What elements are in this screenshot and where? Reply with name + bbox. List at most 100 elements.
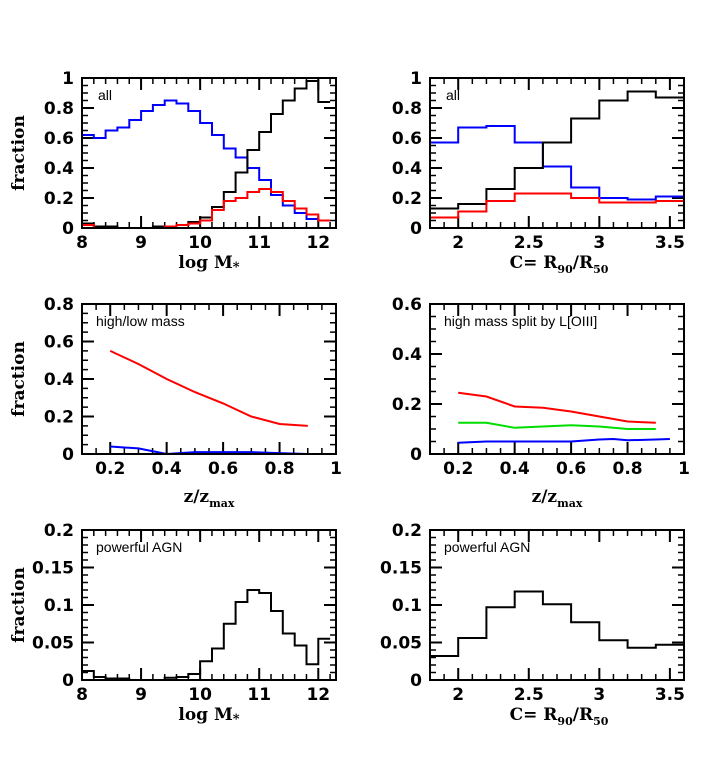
y-axis-label: fraction [9, 341, 29, 417]
x-tick-label: 10 [188, 685, 212, 705]
x-axis-label: z/zmax [184, 487, 235, 510]
y-tick-label: 0.05 [32, 634, 74, 654]
panel-bottom-right: 2 2.5 3 3.5 0 0.05 0.1 0.15 0.2 powerful AGN C= R9… [380, 521, 685, 728]
axes-frame [81, 77, 337, 229]
series-black [430, 590, 684, 657]
x-tick-label: 3.5 [655, 233, 685, 253]
x-tick-label: 3 [593, 233, 605, 253]
series-group [430, 90, 684, 219]
x-axis-label: C= R90/R50 [510, 705, 609, 728]
x-tick-label: 8 [76, 233, 88, 253]
series-blue [458, 437, 670, 444]
x-tick-label: 0.6 [556, 459, 586, 479]
panel-annotation: all [98, 87, 112, 103]
major-ticks [81, 77, 336, 229]
y-tick-label: 0.15 [32, 559, 74, 579]
x-tick-label: 12 [306, 685, 330, 705]
y-tick-label: 0 [62, 219, 74, 239]
y-tick-label: 1 [62, 69, 74, 89]
x-tick-label: 3.5 [655, 685, 685, 705]
y-tick-label: 0.15 [380, 559, 422, 579]
axes-frame [81, 529, 337, 681]
y-tick-label: 0.2 [392, 189, 422, 209]
x-tick-label: 2 [452, 233, 464, 253]
series-red [458, 391, 656, 424]
y-tick-label: 0.05 [380, 634, 422, 654]
y-tick-label: 0.6 [44, 129, 74, 149]
series-group [82, 589, 331, 680]
x-tick-label: 9 [135, 685, 147, 705]
x-tick-label: 8 [76, 685, 88, 705]
series-green [458, 421, 656, 430]
y-axis-label: fraction [9, 567, 29, 643]
y-tick-label: 0 [62, 671, 74, 691]
major-ticks [430, 529, 684, 681]
series-red [82, 188, 331, 228]
axes-frame [429, 303, 685, 455]
x-tick-label: 0.8 [612, 459, 642, 479]
y-tick-label: 0 [410, 671, 422, 691]
y-tick-label: 0.2 [44, 408, 74, 428]
series-black [430, 90, 684, 210]
y-tick-label: 0.6 [392, 129, 422, 149]
y-tick-label: 0.2 [44, 189, 74, 209]
series-blue [430, 125, 684, 201]
panel-annotation: powerful AGN [444, 539, 530, 555]
y-tick-label: 0.4 [44, 370, 74, 390]
x-tick-label: 0.8 [264, 459, 294, 479]
x-tick-label: 0.6 [208, 459, 238, 479]
series-group [109, 349, 308, 454]
x-tick-label: 0.2 [443, 459, 473, 479]
minor-ticks [429, 77, 685, 229]
panel-annotation: high mass split by L[OIII] [444, 313, 597, 329]
y-axis-label: fraction [9, 115, 29, 191]
y-tick-label: 0 [410, 219, 422, 239]
y-tick-label: 0.2 [392, 521, 422, 541]
axes-frame [429, 529, 685, 681]
y-tick-label: 0.6 [392, 295, 422, 315]
minor-ticks [81, 77, 336, 229]
panel-top-left: 8 9 10 11 12 0 0.2 0.4 0.6 0.8 1 all log M* fraction [9, 69, 337, 275]
y-tick-label: 0.4 [392, 345, 422, 365]
panel-bottom-left: 8 9 10 11 12 0 0.05 0.1 0.15 0.2 powerful AGN log M… [9, 521, 337, 727]
y-tick-label: 0.4 [392, 159, 422, 179]
x-tick-label: 2 [452, 685, 464, 705]
y-tick-label: 0.8 [44, 295, 74, 315]
x-tick-label: 0.4 [500, 459, 530, 479]
x-tick-label: 0.4 [152, 459, 182, 479]
x-tick-label: 1 [678, 459, 690, 479]
series-red [109, 349, 308, 427]
x-axis-label: C= R90/R50 [510, 253, 609, 276]
series-group [82, 80, 331, 228]
series-red [430, 192, 684, 219]
x-tick-label: 2.5 [514, 233, 544, 253]
panel-annotation: high/low mass [96, 313, 185, 329]
panel-annotation: powerful AGN [96, 539, 182, 555]
x-tick-label: 11 [247, 233, 271, 253]
panel-middle-right: 0.2 0.4 0.6 0.8 1 0 0.2 0.4 0.6 high mass split b… [392, 295, 690, 510]
x-tick-label: 9 [135, 233, 147, 253]
y-tick-label: 0 [62, 445, 74, 465]
series-blue [82, 99, 331, 222]
series-black [82, 80, 331, 228]
y-tick-label: 0.6 [44, 333, 74, 353]
x-tick-label: 3 [593, 685, 605, 705]
x-tick-label: 10 [188, 233, 212, 253]
series-blue [110, 445, 308, 454]
series-black [82, 589, 331, 680]
panel-top-right: 2 2.5 3 3.5 0 0.2 0.4 0.6 0.8 1 all C= R90/R50 [392, 69, 685, 276]
y-tick-label: 1 [410, 69, 422, 89]
x-tick-label: 12 [306, 233, 330, 253]
axes-frame [429, 77, 685, 229]
y-tick-label: 0.1 [44, 596, 74, 616]
panel-annotation: all [446, 87, 460, 103]
x-tick-label: 1 [330, 459, 342, 479]
x-axis-label: log M* [178, 253, 239, 275]
x-axis-label: z/zmax [532, 487, 583, 510]
panel-middle-left: 0.2 0.4 0.6 0.8 1 0 0.2 0.4 0.6 0.8 high/low mass z… [9, 295, 342, 510]
x-tick-label: 11 [247, 685, 271, 705]
y-tick-label: 0.2 [44, 521, 74, 541]
x-tick-label: 2.5 [514, 685, 544, 705]
y-tick-label: 0 [410, 445, 422, 465]
